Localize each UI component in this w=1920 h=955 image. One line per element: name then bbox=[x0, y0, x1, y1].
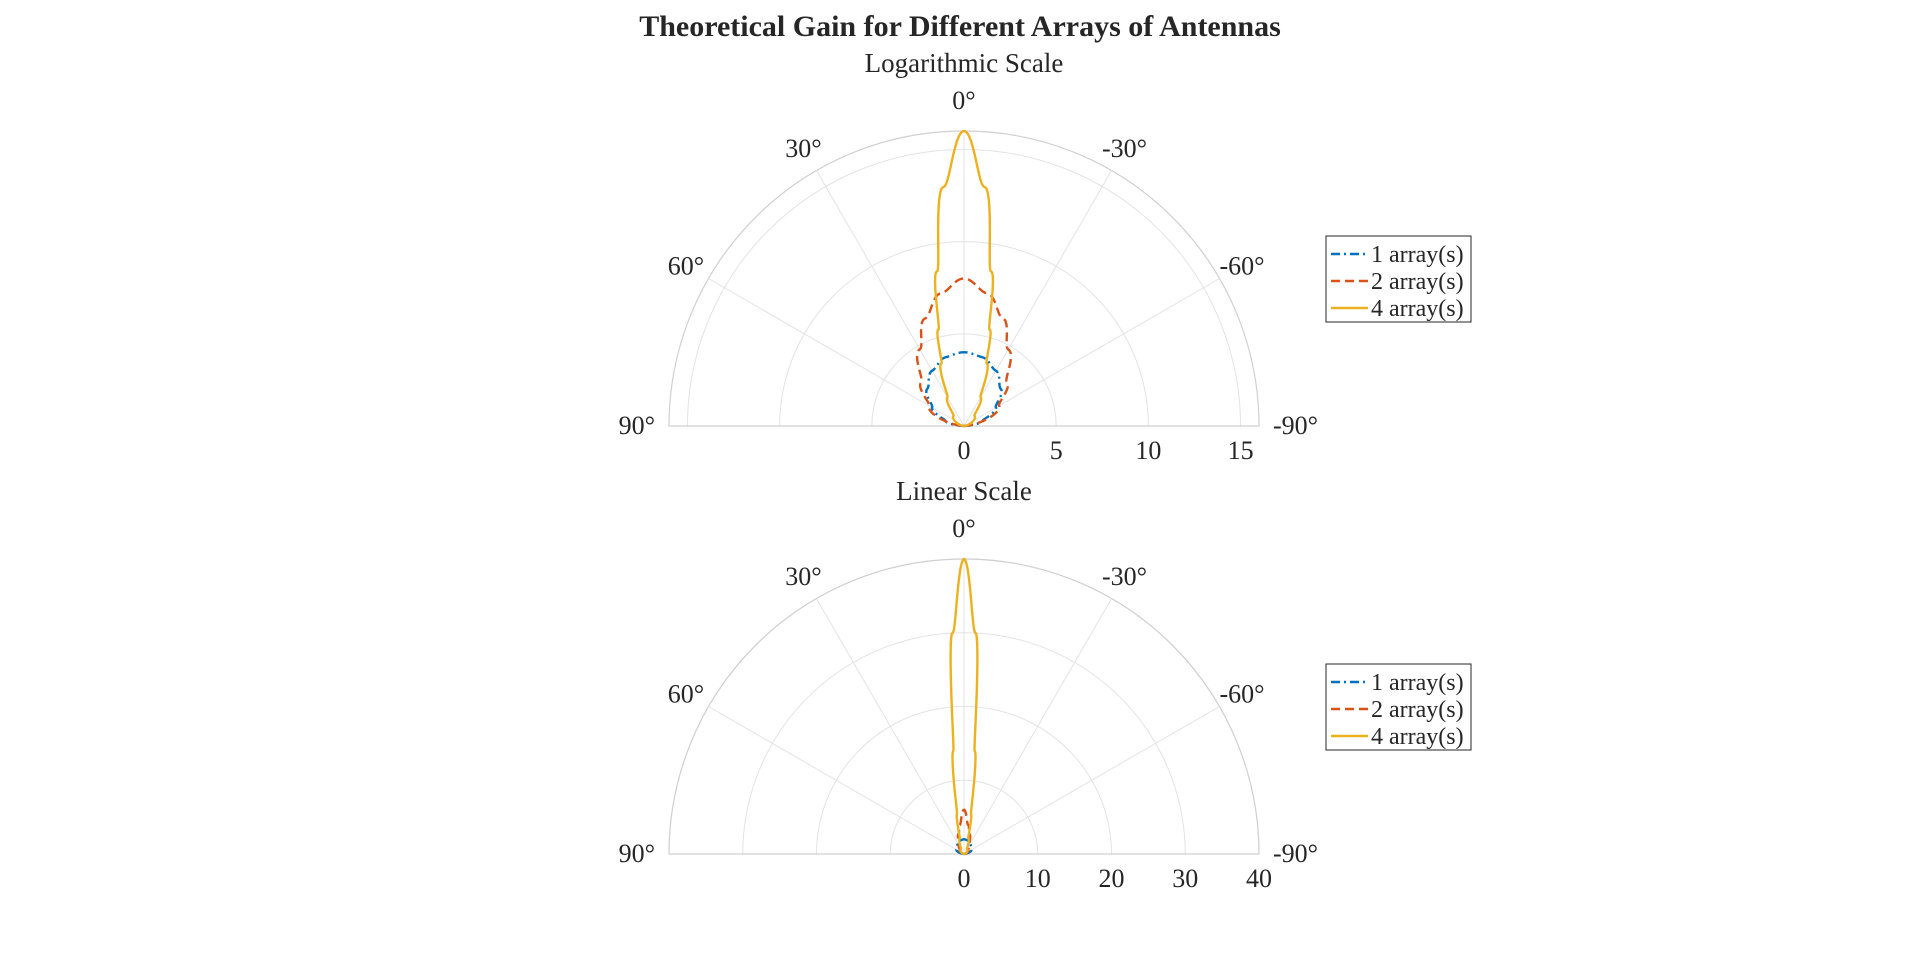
chart-subtitle: Logarithmic Scale bbox=[865, 48, 1064, 78]
grid-spoke bbox=[963, 706, 1220, 855]
theta-tick-label: 30° bbox=[785, 134, 821, 163]
legend-label: 4 array(s) bbox=[1371, 724, 1464, 750]
r-tick-label: 0 bbox=[958, 864, 971, 893]
theta-tick-label: 90° bbox=[619, 839, 655, 868]
r-tick-label: 20 bbox=[1099, 864, 1125, 893]
series-line-3 bbox=[933, 129, 995, 428]
grid-spoke bbox=[816, 170, 965, 427]
legend: 1 array(s)2 array(s)4 array(s) bbox=[1325, 663, 1472, 751]
legend-label: 1 array(s) bbox=[1371, 242, 1464, 268]
theta-tick-label: -90° bbox=[1273, 411, 1318, 440]
r-tick-label: 15 bbox=[1228, 436, 1254, 465]
legend: 1 array(s)2 array(s)4 array(s) bbox=[1325, 235, 1472, 323]
theta-tick-label: 60° bbox=[668, 680, 704, 709]
grid-spoke bbox=[963, 598, 1112, 855]
theta-tick-label: 60° bbox=[668, 252, 704, 281]
r-tick-label: 10 bbox=[1135, 436, 1161, 465]
legend-label: 1 array(s) bbox=[1371, 670, 1464, 696]
theta-tick-label: 30° bbox=[785, 562, 821, 591]
theta-tick-label: -60° bbox=[1219, 680, 1264, 709]
grid-spoke bbox=[963, 170, 1112, 427]
theta-tick-label: 0° bbox=[952, 514, 975, 543]
grid-spoke bbox=[816, 598, 965, 855]
polar-outer-boundary bbox=[668, 130, 1260, 427]
theta-tick-label: 0° bbox=[952, 86, 975, 115]
legend-label: 2 array(s) bbox=[1371, 697, 1464, 723]
series-line-3 bbox=[949, 557, 979, 856]
series-line-2 bbox=[956, 808, 972, 856]
theta-tick-label: -30° bbox=[1102, 134, 1147, 163]
series-line-1 bbox=[955, 838, 973, 856]
theta-tick-label: -60° bbox=[1219, 252, 1264, 281]
grid-spoke bbox=[708, 278, 965, 427]
grid-spoke bbox=[963, 278, 1220, 427]
grid-spoke bbox=[708, 706, 965, 855]
r-tick-label: 5 bbox=[1050, 436, 1063, 465]
theta-tick-label: -30° bbox=[1102, 562, 1147, 591]
legend-label: 4 array(s) bbox=[1371, 296, 1464, 322]
r-tick-label: 40 bbox=[1246, 864, 1272, 893]
polar-chart-1: Logarithmic Scale 0° 30° -30° 60° -60° 90° -90°… bbox=[619, 48, 1472, 465]
series-line-1 bbox=[925, 351, 1003, 428]
legend-label: 2 array(s) bbox=[1371, 269, 1464, 295]
polar-chart-2: Linear Scale 0° 30° -30° 60° -60° 90° -90° 0 10 20… bbox=[619, 476, 1472, 893]
chart-subtitle: Linear Scale bbox=[896, 476, 1032, 506]
theta-tick-label: 90° bbox=[619, 411, 655, 440]
r-tick-label: 10 bbox=[1025, 864, 1051, 893]
r-tick-label: 0 bbox=[958, 436, 971, 465]
r-tick-label: 30 bbox=[1172, 864, 1198, 893]
figure-title: Theoretical Gain for Different Arrays of… bbox=[639, 10, 1281, 43]
polar-outer-boundary bbox=[668, 558, 1260, 855]
theta-tick-label: -90° bbox=[1273, 839, 1318, 868]
